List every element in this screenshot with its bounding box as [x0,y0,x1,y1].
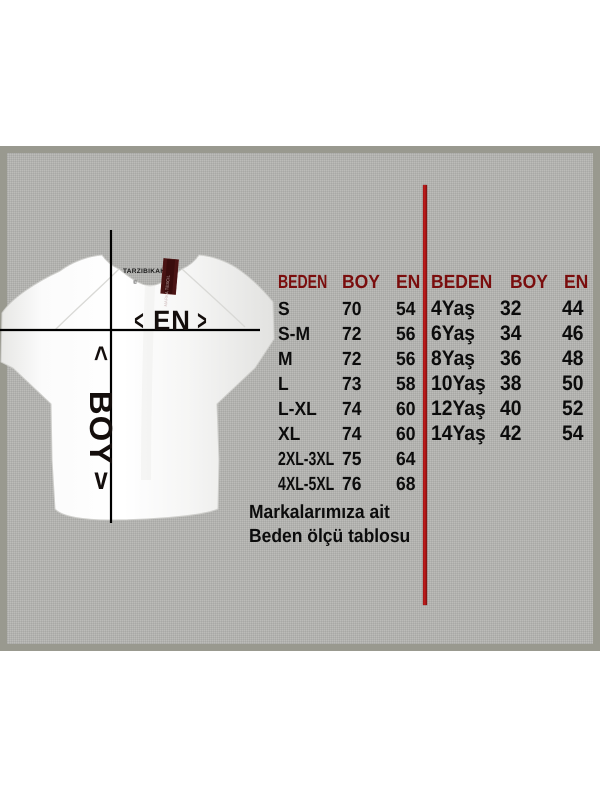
svg-text:^: ^ [94,341,108,376]
svg-text:BOY: BOY [83,391,119,466]
svg-text:EN: EN [153,305,191,336]
svg-text:>: > [197,305,206,337]
svg-text:v: v [94,462,108,497]
svg-text:<: < [134,305,143,337]
